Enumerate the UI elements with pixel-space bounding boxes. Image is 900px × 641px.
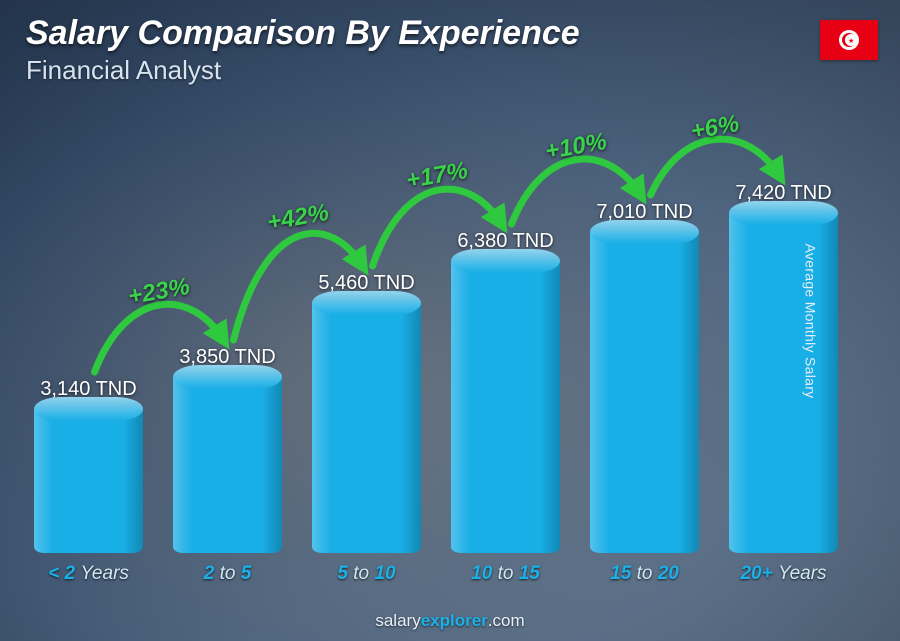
bar: [590, 232, 699, 553]
bar-col: 3,850 TND: [173, 346, 282, 553]
page-title: Salary Comparison By Experience: [26, 14, 580, 53]
x-axis-label: 5 to 10: [312, 563, 421, 585]
bar-col: 5,460 TND: [312, 272, 421, 553]
x-axis-label: 10 to 15: [451, 563, 560, 585]
header: Salary Comparison By Experience Financia…: [26, 14, 580, 86]
footer-prefix: salary: [375, 611, 420, 630]
bar-top-cap: [451, 249, 560, 273]
x-axis-label: 2 to 5: [173, 563, 282, 585]
bar-body: [729, 213, 838, 553]
bar-body: [173, 377, 282, 553]
bar-col: 3,140 TND: [34, 378, 143, 553]
footer-accent: explorer: [421, 611, 488, 630]
flag-circle: ★: [839, 30, 859, 50]
bar-body: [590, 232, 699, 553]
page-subtitle: Financial Analyst: [26, 55, 580, 86]
bar: [729, 213, 838, 553]
bar: [451, 261, 560, 553]
bar-body: [451, 261, 560, 553]
bar-top-cap: [173, 365, 282, 389]
flag-star-icon: ★: [848, 37, 854, 45]
bar-col: 7,420 TND: [729, 182, 838, 553]
y-axis-label: Average Monthly Salary: [803, 243, 819, 398]
bar-col: 6,380 TND: [451, 230, 560, 553]
bar-top-cap: [34, 397, 143, 421]
footer-suffix: .com: [488, 611, 525, 630]
bar: [173, 377, 282, 553]
bar: [34, 409, 143, 553]
x-axis-label: < 2 Years: [34, 563, 143, 585]
bar-body: [34, 409, 143, 553]
bar-body: [312, 303, 421, 553]
footer-credit: salaryexplorer.com: [0, 611, 900, 631]
bar: [312, 303, 421, 553]
bar-top-cap: [312, 291, 421, 315]
x-axis-label: 20+ Years: [729, 563, 838, 585]
x-axis-label: 15 to 20: [590, 563, 699, 585]
bar-top-cap: [590, 220, 699, 244]
flag-tunisia: ★: [820, 20, 878, 60]
bar-top-cap: [729, 201, 838, 225]
salary-chart: 3,140 TND 3,850 TND 5,460 TND 6,380 TND 7,01…: [26, 120, 846, 579]
bar-col: 7,010 TND: [590, 201, 699, 553]
